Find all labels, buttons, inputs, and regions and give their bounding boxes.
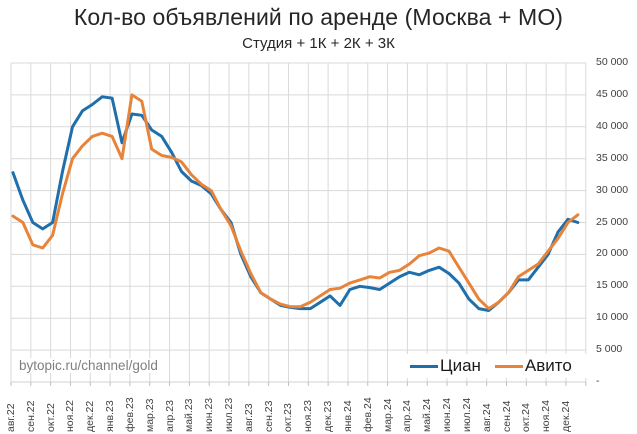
x-tick-label: май.23 [183,398,196,432]
x-tick-label: июн.23 [203,397,216,432]
x-tick-label: янв.23 [104,400,117,432]
x-tick-label: дек.22 [84,400,97,432]
legend-swatch-avito [494,364,523,368]
legend-label-cian: Циан [440,356,481,375]
x-tick-label: ноя.22 [64,400,77,432]
x-tick-label: авг.24 [480,403,493,432]
x-tick-marks [10,382,587,386]
y-tick-label: 45 000 [596,87,629,100]
y-tick-label: 25 000 [596,215,629,228]
y-tick-label: 5 000 [596,343,623,356]
series-line-avito [11,93,580,311]
x-tick-label: мар.23 [143,398,156,433]
x-tick-label: сен.24 [500,400,513,433]
legend: Циан Авито [406,354,590,378]
y-tick-label: 35 000 [596,151,629,164]
x-tick-label: окт.24 [520,403,533,432]
x-tick-label: апр.24 [401,400,414,432]
x-tick-label: мар.24 [381,398,394,433]
legend-swatch-cian [410,364,438,368]
x-tick-label: сен.23 [262,400,275,433]
x-tick-label: сен.22 [24,400,37,433]
x-tick-label: фев.23 [123,397,136,432]
x-tick-label: авг.23 [242,403,255,432]
x-tick-label: дек.23 [322,400,335,432]
x-tick-label: янв.24 [341,400,354,432]
y-tick-label: - [596,375,600,387]
x-tick-label: окт.23 [282,403,295,432]
y-tick-label: 50 000 [596,56,629,68]
x-tick-label: окт.22 [44,403,57,432]
y-tick-label: 10 000 [596,311,629,324]
x-tick-label: июл.24 [460,397,473,432]
y-tick-label: 40 000 [596,119,629,132]
x-tick-label: июн.24 [441,397,454,432]
legend-label-avito: Авито [524,356,572,375]
x-tick-label: фев.24 [361,397,374,432]
x-tick-label: авг.22 [5,403,17,432]
x-tick-label: ноя.23 [302,400,315,432]
x-tick-label: апр.23 [163,400,176,432]
y-tick-label: 15 000 [596,279,629,292]
x-tick-label: ноя.24 [540,400,553,432]
legend-item-avito: Авито [494,356,572,376]
x-tick-label: май.24 [421,398,434,432]
chart-title: Кол-во объявлений по аренде (Москва + МО… [73,4,564,30]
y-tick-label: 20 000 [596,247,629,260]
gridlines [10,62,587,382]
x-tick-label: дек.24 [559,400,572,432]
legend-item-cian: Циан [410,356,481,376]
watermark: bytopic.ru/channel/gold [17,358,160,373]
series-line-cian [11,95,580,312]
chart-subtitle: Студия + 1К + 2К + 3К [242,35,395,52]
y-tick-label: 30 000 [596,183,629,196]
x-tick-label: июл.23 [223,397,236,432]
